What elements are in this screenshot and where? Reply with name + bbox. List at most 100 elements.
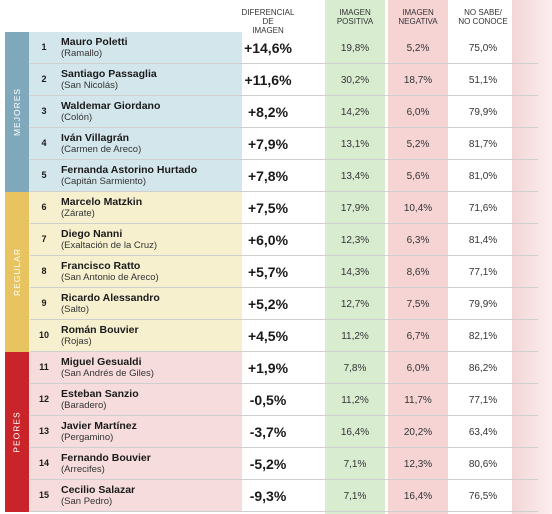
right-edge-shade [512,0,552,514]
mayor-name: Esteban Sanzio [61,388,139,400]
header-ns-line1: NO SABE/ [464,8,502,17]
row-divider [30,447,538,448]
no-sabe-no-conoce: 77,1% [468,395,498,406]
image-differential: +4,5% [247,328,289,344]
image-differential: -5,2% [249,456,287,472]
mayor-name: Diego Nanni [61,228,123,240]
no-sabe-no-conoce: 76,5% [468,491,498,502]
image-differential: +7,9% [247,136,289,152]
municipality: (San Antonio de Areco) [61,272,159,283]
header-pos-line2: POSITIVA [336,17,374,26]
municipality: (Zárate) [61,208,95,219]
municipality: (Capitán Sarmiento) [61,176,147,187]
image-differential: +7,5% [247,200,289,216]
header-pos-line1: IMAGEN [339,8,371,17]
municipality: (San Nicolás) [61,80,119,91]
mayor-name: Iván Villagrán [61,132,130,144]
no-sabe-no-conoce: 63,4% [468,427,498,438]
row-number: 6 [41,202,47,212]
table-row: 4 Iván Villagrán (Carmen de Areco) +7,9% 13,… [0,128,552,160]
no-sabe-no-conoce: 81,0% [468,171,498,182]
no-sabe-no-conoce: 51,1% [468,75,498,86]
negative-image: 12,3% [403,459,433,470]
mayor-name: Román Bouvier [61,324,139,336]
municipality: (Arrecifes) [61,464,105,475]
mayor-name: Cecilio Salazar [61,484,136,496]
municipality: (San Pedro) [61,496,113,507]
negative-image: 5,2% [406,139,430,150]
row-number: 8 [41,266,47,276]
positive-image: 7,1% [343,459,367,470]
table-row: 10 Román Bouvier (Rojas) +4,5% 11,2% 6,7% 82,1… [0,320,552,352]
positive-image: 12,3% [340,235,370,246]
row-number: 7 [41,234,47,244]
negative-image: 11,7% [404,395,432,406]
positive-image: 7,1% [343,491,367,502]
image-differential: +1,9% [247,360,289,376]
municipality: (Colón) [61,112,93,123]
row-number: 5 [41,170,47,180]
negative-image: 7,5% [406,299,430,310]
table-row: 11 Miguel Gesualdi (San Andrés de Giles) +1… [0,352,552,384]
municipality: (Exaltación de la Cruz) [61,240,158,251]
row-number: 14 [38,458,49,468]
table-row: 8 Francisco Ratto (San Antonio de Areco) +5… [0,256,552,288]
municipality: (Baradero) [61,400,107,411]
negative-image: 5,6% [406,171,430,182]
negative-image: 6,0% [406,363,430,374]
table-row: 15 Cecilio Salazar (San Pedro) -9,3% 7,1% 16,… [0,480,552,512]
municipality: (Salto) [61,304,89,315]
no-sabe-no-conoce: 75,0% [468,43,498,54]
image-differential: +14,6% [244,40,292,56]
municipality: (Pergamino) [61,432,114,443]
negative-image: 10,4% [403,203,433,214]
no-sabe-no-conoce: 86,2% [468,363,498,374]
table-row: 2 Santiago Passaglia (San Nicolás) +11,6% 30… [0,64,552,96]
table-row: 3 Waldemar Giordano (Colón) +8,2% 14,2% 6,0% 7… [0,96,552,128]
header-diff-line1: DIFERENCIAL DE [241,8,295,26]
mayor-name: Javier Martínez [61,420,137,432]
positive-image: 19,8% [340,43,370,54]
header-imagen-positiva: IMAGEN POSITIVA [325,8,385,26]
mayor-name: Fernando Bouvier [61,452,151,464]
negative-image: 20,2% [403,427,433,438]
mayor-name: Francisco Ratto [61,260,141,272]
row-number: 10 [38,330,49,340]
row-number: 12 [38,394,49,404]
no-sabe-no-conoce: 71,6% [468,203,498,214]
municipality: (San Andrés de Giles) [61,368,154,379]
mayor-name: Santiago Passaglia [61,68,157,80]
no-sabe-no-conoce: 81,4% [468,235,498,246]
row-divider [30,255,538,256]
group-band [5,352,242,512]
row-divider [30,127,538,128]
row-number: 11 [39,362,49,372]
no-sabe-no-conoce: 80,6% [468,459,498,470]
group-strip [5,352,29,512]
header-neg-line2: NEGATIVA [398,17,438,26]
row-number: 3 [41,106,47,116]
negative-image: 18,7% [403,75,433,86]
positive-image: 16,4% [340,427,370,438]
image-differential: +7,8% [247,168,289,184]
positive-image: 7,8% [343,363,367,374]
positive-image: 17,9% [340,203,370,214]
header-diferencial: DIFERENCIAL DE IMAGEN [238,8,298,35]
mayor-name: Miguel Gesualdi [61,356,142,368]
header-no-sabe: NO SABE/ NO CONOCE [452,8,514,26]
row-number: 15 [38,490,49,500]
positive-image: 14,2% [340,107,370,118]
row-divider [30,63,538,64]
table-row: 9 Ricardo Alessandro (Salto) +5,2% 12,7% 7,5%… [0,288,552,320]
negative-image: 8,6% [406,267,430,278]
no-sabe-no-conoce: 79,9% [468,107,498,118]
row-divider [30,479,538,480]
positive-image: 30,2% [340,75,370,86]
row-number: 2 [41,74,47,84]
row-number: 4 [41,138,47,148]
positive-image: 11,2% [341,331,369,342]
header-diff-line2: IMAGEN [252,26,284,35]
negative-image: 6,0% [406,107,430,118]
row-divider [30,159,538,160]
row-divider [30,287,538,288]
